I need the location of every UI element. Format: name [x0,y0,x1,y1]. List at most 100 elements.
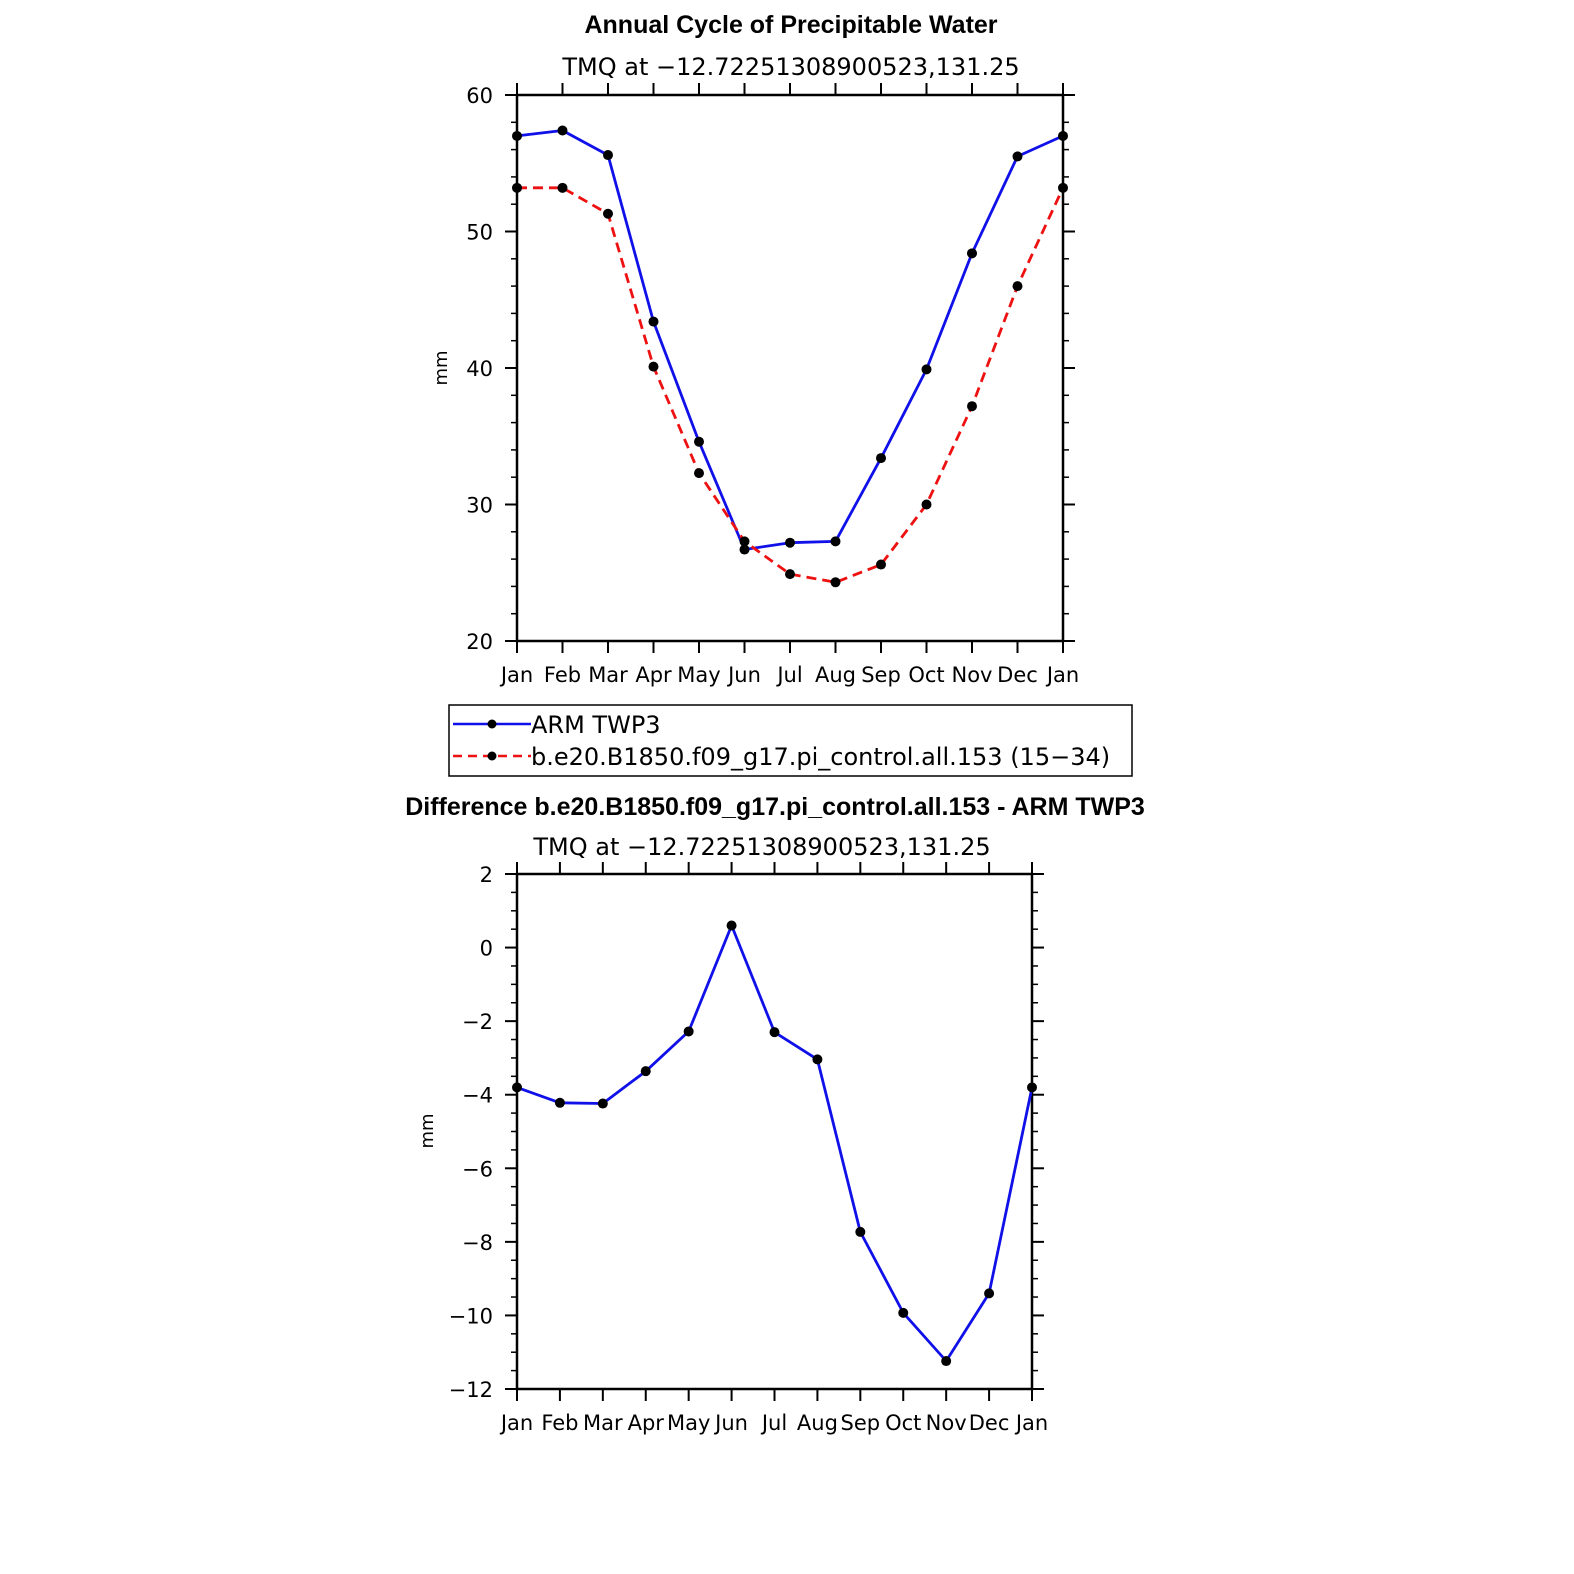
data-point [921,499,932,510]
data-point [855,1226,866,1237]
data-point [1027,1082,1037,1093]
legend: ARM TWP3 b.e20.B1850.f09_g17.pi_control.… [448,704,1133,777]
x-tick-label: Jul [775,663,802,687]
data-point [739,544,750,555]
legend-marker-arm-twp3 [487,719,497,729]
y-tick-label: −8 [462,1231,493,1255]
y-tick-label: 30 [466,494,493,518]
y-tick-label: 20 [466,630,493,654]
data-point [1012,151,1023,162]
x-tick-label: Jan [499,663,533,687]
data-point [984,1288,995,1299]
x-tick-label: Dec [997,663,1038,687]
data-point [512,130,522,141]
data-point [812,1054,823,1065]
data-point [557,125,568,136]
x-tick-label: Feb [544,663,581,687]
x-tick-label: Jan [1045,663,1079,687]
data-point [967,401,977,412]
data-point [1012,281,1023,292]
data-point [683,1026,694,1037]
x-tick-label: Apr [628,1411,665,1435]
x-tick-label: Oct [908,663,944,687]
y-tick-label: −10 [449,1304,493,1328]
chart-subtitle: TMQ at −12.72251308900523,131.25 [532,833,990,861]
legend-marker-model [487,751,497,761]
data-point [648,361,659,372]
y-axis-label: mm [431,350,452,385]
chart-title: Difference b.e20.B1850.f09_g17.pi_contro… [405,793,1145,821]
data-point [830,536,841,547]
y-tick-label: 2 [480,863,493,887]
x-tick-label: Nov [952,663,993,687]
y-axis-label: mm [417,1113,438,1148]
data-point [554,1097,565,1108]
x-tick-label: Feb [541,1411,578,1435]
data-point [876,453,886,464]
chart-title: Annual Cycle of Precipitable Water [584,11,997,39]
data-point [785,537,795,548]
x-tick-label: Aug [815,663,856,687]
x-tick-label: Dec [969,1411,1010,1435]
x-tick-label: Apr [635,663,672,687]
data-point [603,150,613,161]
data-point [597,1098,608,1109]
x-tick-label: Jan [499,1411,533,1435]
x-tick-label: Mar [588,663,628,687]
data-point [726,920,737,931]
legend-label-model: b.e20.B1850.f09_g17.pi_control.all.153 (… [531,743,1110,771]
y-tick-label: 50 [466,221,493,245]
x-tick-label: Sep [861,663,901,687]
data-point [921,364,932,375]
data-point [694,436,704,447]
data-point [830,577,841,588]
y-tick-label: 60 [466,84,493,108]
data-point [640,1066,651,1077]
y-tick-label: 40 [466,357,493,381]
x-tick-label: Mar [583,1411,623,1435]
chart-subtitle: TMQ at −12.72251308900523,131.25 [561,53,1019,81]
x-tick-label: May [677,663,720,687]
data-point [739,536,750,547]
series-line [516,924,1034,1363]
annual-cycle-chart: Annual Cycle of Precipitable Water TMQ a… [431,11,1133,777]
x-tick-label: Jun [726,663,761,687]
data-point [898,1307,909,1318]
data-point [603,208,613,219]
data-point [876,559,886,570]
data-point [1058,182,1068,193]
data-point [557,182,568,193]
data-point [512,182,522,193]
plot-frame [515,93,1065,643]
difference-chart: Difference b.e20.B1850.f09_g17.pi_contro… [405,793,1145,1435]
legend-label-arm-twp3: ARM TWP3 [531,711,661,739]
data-point [967,248,977,259]
legend-box [448,704,1133,777]
data-point [648,316,659,327]
series-line [517,186,1065,584]
x-tick-label: Jun [713,1411,748,1435]
data-point [941,1356,952,1367]
y-tick-label: −6 [462,1157,493,1181]
y-tick-label: −2 [462,1010,493,1034]
data-point [769,1027,780,1038]
data-point [1058,130,1068,141]
chart-marks: Jan Feb Mar Apr May Jun Jul Aug Sep Oct Nov Dec Jan2… [466,83,1079,687]
y-tick-label: −4 [462,1084,493,1108]
series-line [516,129,1064,551]
x-tick-label: Oct [885,1411,921,1435]
data-point [785,569,795,580]
y-tick-label: −12 [449,1378,493,1402]
data-point [512,1082,522,1093]
y-tick-label: 0 [480,937,493,961]
x-tick-label: Nov [926,1411,967,1435]
x-tick-label: Jul [760,1411,787,1435]
x-tick-label: Sep [841,1411,881,1435]
x-tick-label: May [667,1411,710,1435]
chart-marks: Jan Feb Mar Apr May Jun Jul Aug Sep Oct Nov Dec Jan−… [449,862,1048,1435]
x-tick-label: Aug [797,1411,838,1435]
data-point [694,468,704,479]
x-tick-label: Jan [1014,1411,1048,1435]
plot-frame [515,872,1034,1391]
